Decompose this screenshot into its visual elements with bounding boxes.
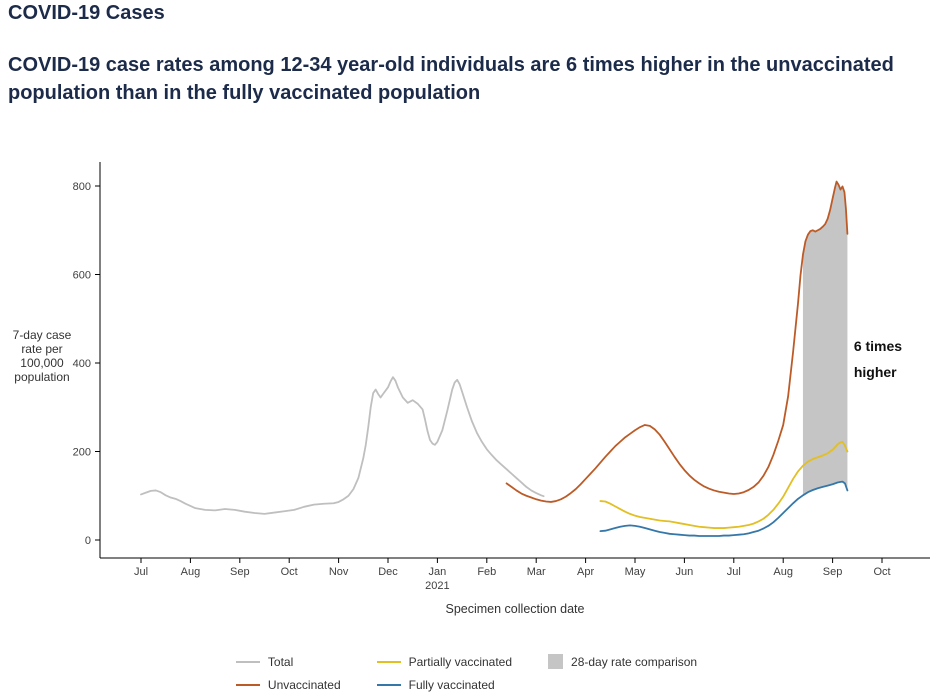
x-tick-label: Jul bbox=[727, 566, 741, 578]
legend-item-partially-vaccinated: Partially vaccinated bbox=[376, 654, 513, 669]
legend-item-28-day-rate-comparison: 28-day rate comparison bbox=[548, 654, 697, 669]
series-line-total bbox=[140, 376, 545, 515]
legend-label: Fully vaccinated bbox=[408, 677, 495, 692]
legend-item-unvaccinated: Unvaccinated bbox=[235, 677, 341, 692]
legend-label: 28-day rate comparison bbox=[571, 654, 698, 669]
x-tick-label: Feb bbox=[477, 566, 496, 578]
x-tick-label: Aug bbox=[773, 566, 793, 578]
rate-comparison-band bbox=[802, 181, 848, 496]
x-tick-label: Aug bbox=[181, 566, 201, 578]
chart-area: 0 200 400 600 800 Jul Aug Sep Oct Nov Dec Jan Feb Mar… bbox=[0, 150, 933, 610]
x-tick-label: May bbox=[625, 566, 646, 578]
chart-legend: Total Unvaccinated Partially vaccinated Ful… bbox=[0, 650, 933, 696]
legend-label: Unvaccinated bbox=[267, 677, 341, 692]
legend-item-fully-vaccinated: Fully vaccinated bbox=[376, 677, 512, 692]
y-tick-label: 600 bbox=[73, 270, 91, 282]
x-tick-label: Dec bbox=[378, 566, 398, 578]
annotation-6-times-higher: 6 times bbox=[854, 338, 902, 354]
annotation-6-times-higher: higher bbox=[854, 364, 897, 380]
line-chart: 0 200 400 600 800 Jul Aug Sep Oct Nov Dec Jan Feb Mar… bbox=[73, 162, 930, 592]
legend-box-swatch bbox=[548, 654, 564, 669]
x-tick-year-label: 2021 bbox=[425, 580, 449, 592]
legend-line-swatch bbox=[235, 677, 260, 692]
x-tick-label: Jan bbox=[429, 566, 447, 578]
y-axis-label: 7-day case rate per 100,000 population bbox=[12, 328, 72, 384]
x-tick-label: Mar bbox=[527, 566, 546, 578]
series-line-partially-vaccinated bbox=[599, 440, 849, 529]
legend-item-total: Total bbox=[235, 654, 341, 669]
legend-line-swatch bbox=[376, 677, 401, 692]
y-tick-label: 0 bbox=[85, 535, 91, 547]
x-tick-label: Jul bbox=[134, 566, 148, 578]
series-line-unvaccinated bbox=[505, 180, 849, 503]
x-tick-label: Oct bbox=[281, 566, 298, 578]
series-line-fully-vaccinated bbox=[599, 480, 849, 537]
x-tick-label: Sep bbox=[230, 566, 250, 578]
legend-label: Partially vaccinated bbox=[408, 654, 513, 669]
x-tick-label: Sep bbox=[823, 566, 843, 578]
y-tick-label: 400 bbox=[73, 358, 91, 370]
page-title: COVID-19 Cases bbox=[8, 2, 165, 24]
legend-line-swatch bbox=[235, 654, 260, 669]
x-tick-label: Apr bbox=[577, 566, 594, 578]
x-tick-label: Jun bbox=[676, 566, 694, 578]
y-tick-label: 800 bbox=[73, 181, 91, 193]
legend-line-swatch bbox=[376, 654, 401, 669]
x-tick-label: Nov bbox=[329, 566, 349, 578]
x-tick-label: Oct bbox=[873, 566, 890, 578]
page-subtitle: COVID-19 case rates among 12-34 year-old… bbox=[8, 54, 894, 104]
legend-label: Total bbox=[267, 654, 294, 669]
x-axis-label: Specimen collection date bbox=[445, 602, 585, 616]
y-tick-label: 200 bbox=[73, 447, 91, 459]
